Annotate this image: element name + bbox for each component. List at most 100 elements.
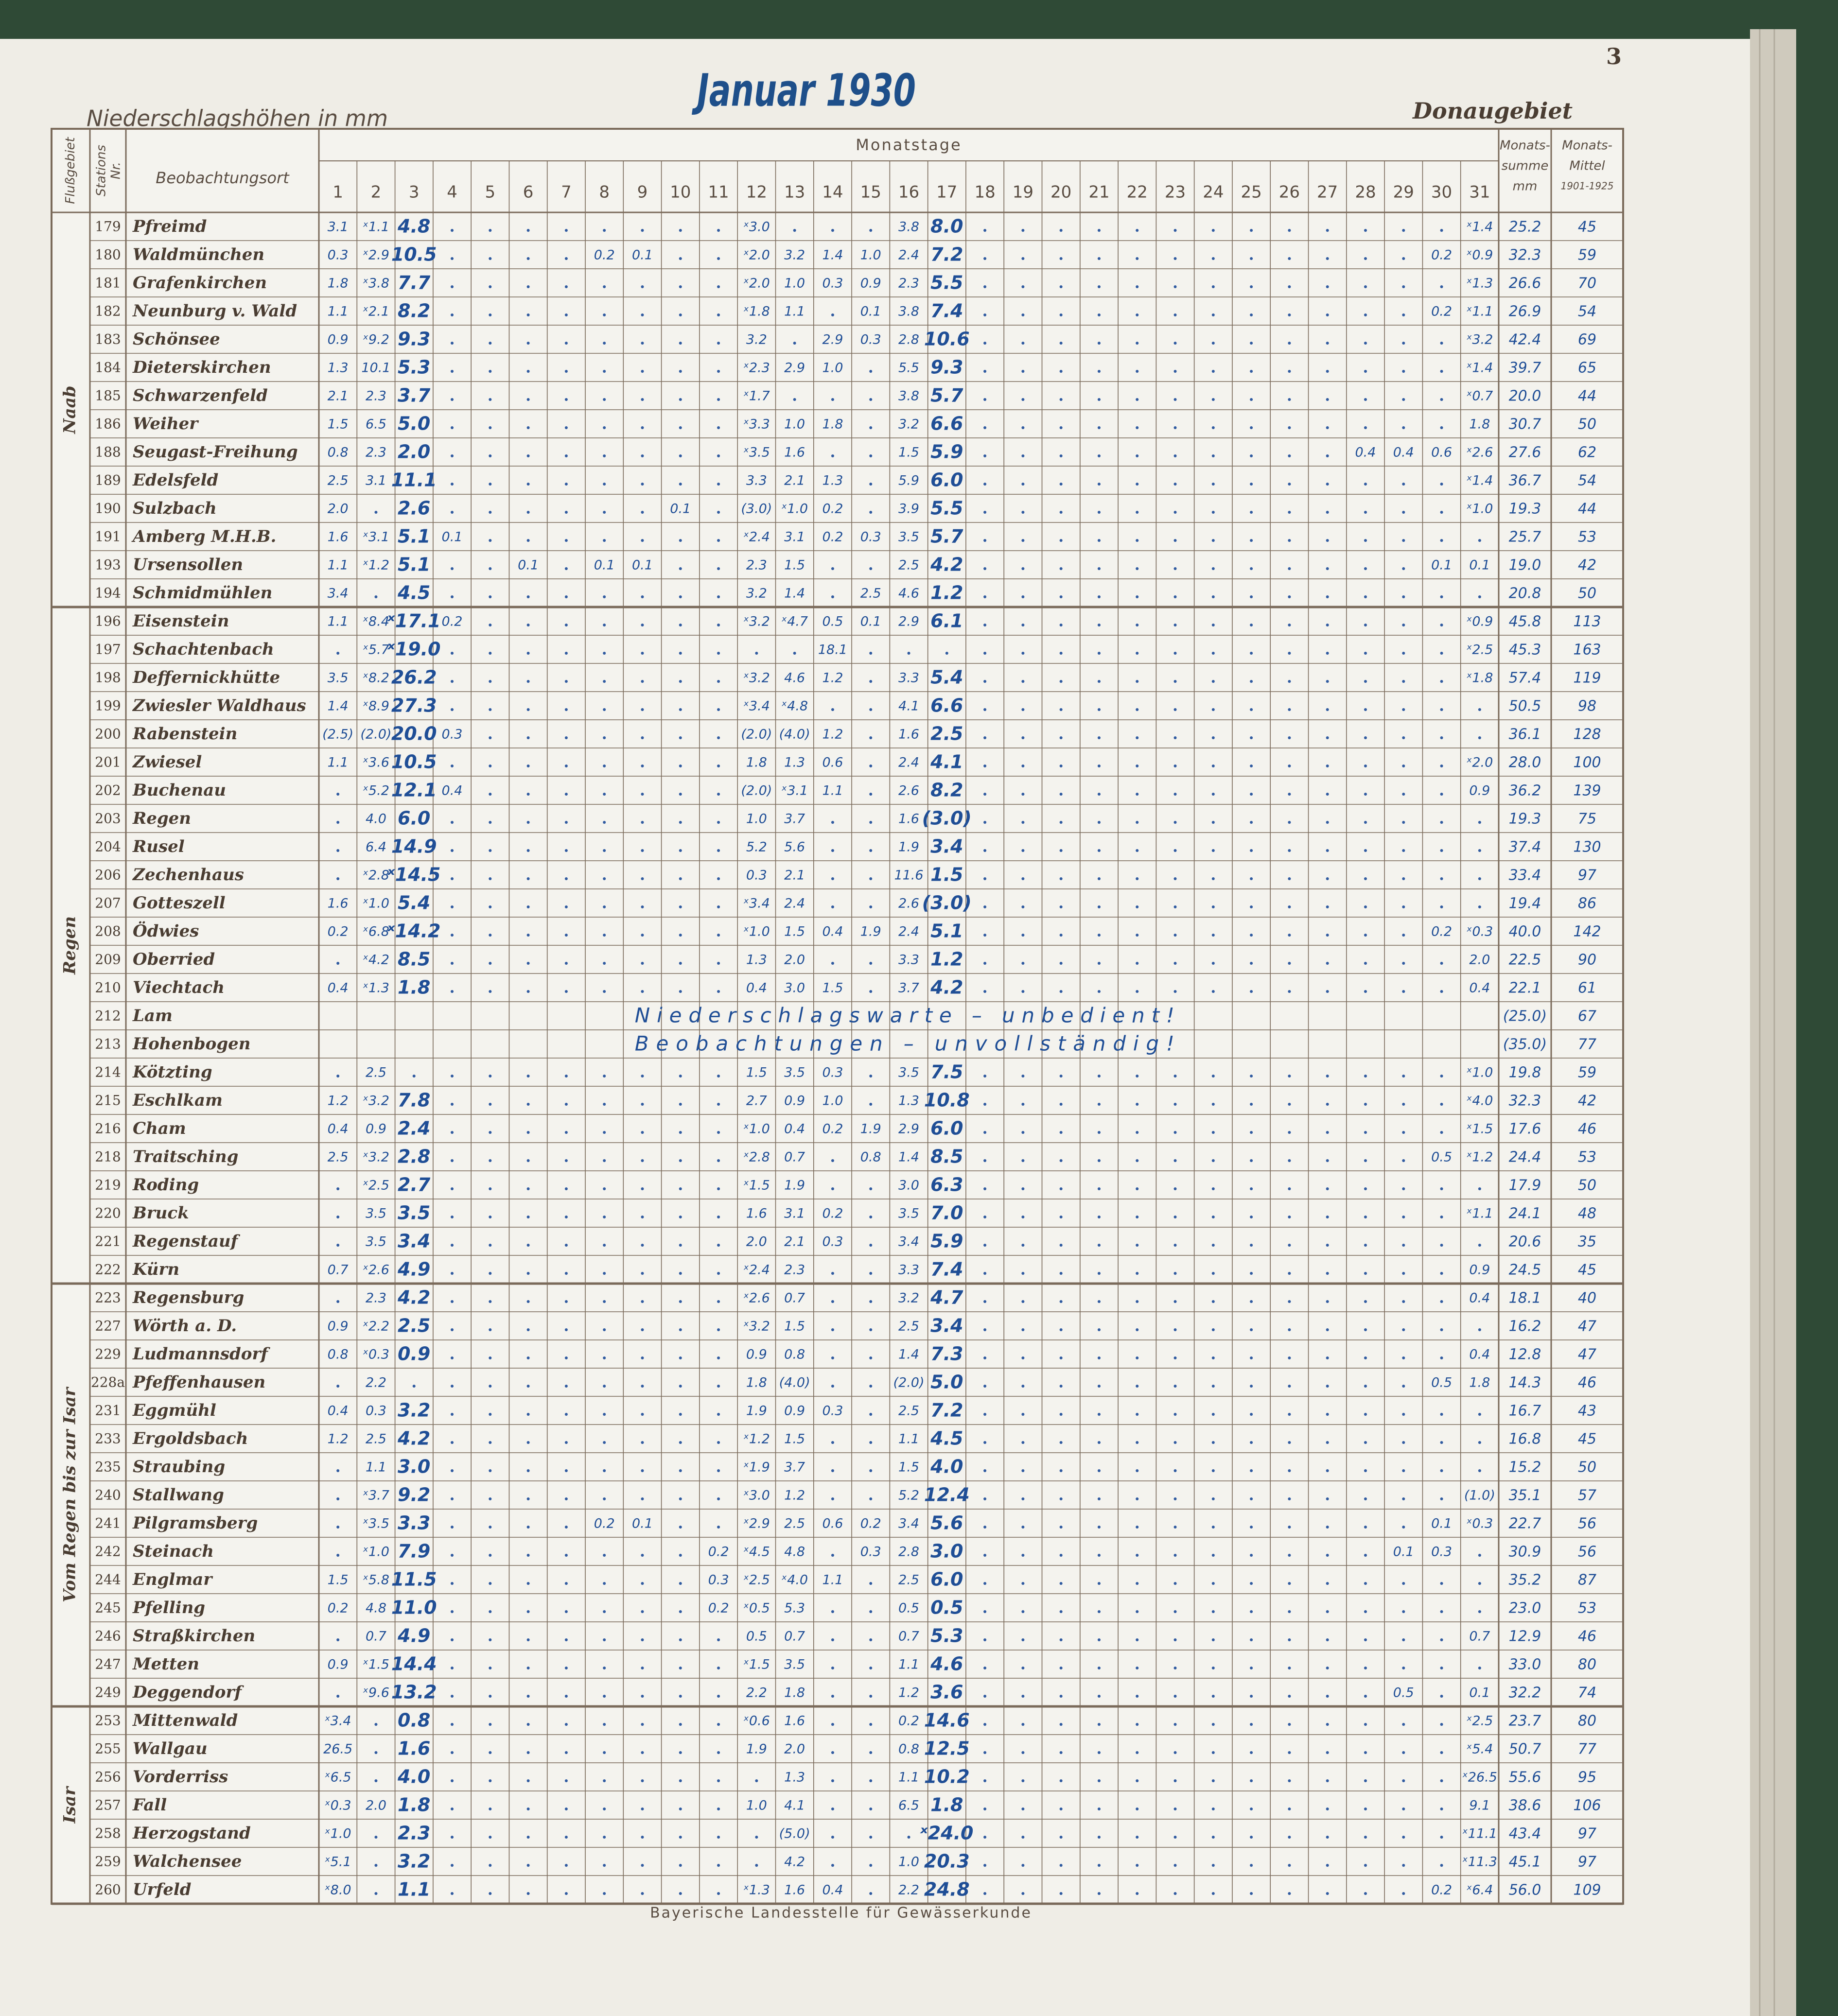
page-stack: [1750, 29, 1796, 2016]
daily-precipitation: ˣ1.2: [1466, 1150, 1493, 1165]
no-precipitation-dot: [641, 1413, 644, 1416]
station-no: 219: [95, 1177, 121, 1193]
station-no: 213: [95, 1036, 121, 1052]
no-precipitation-dot: [1059, 285, 1063, 288]
no-precipitation-dot: [1440, 483, 1443, 486]
daily-precipitation: 20.0: [391, 723, 437, 745]
daily-precipitation: 1.3: [822, 473, 843, 488]
no-precipitation-dot: [1326, 849, 1329, 852]
no-precipitation-dot: [603, 1892, 606, 1895]
daily-precipitation: 0.3: [822, 1404, 843, 1419]
no-precipitation-dot: [451, 1554, 454, 1557]
no-precipitation-dot: [1021, 1075, 1025, 1078]
daily-precipitation: 0.9: [328, 1657, 349, 1672]
no-precipitation-dot: [1364, 905, 1367, 908]
no-precipitation-dot: [526, 483, 530, 486]
monthly-sum: 30.7: [1509, 416, 1541, 433]
no-precipitation-dot: [1211, 990, 1215, 993]
no-precipitation-dot: [489, 426, 492, 429]
daily-precipitation: 18.1: [818, 643, 847, 658]
no-precipitation-dot: [983, 1497, 987, 1500]
no-precipitation-dot: [489, 680, 492, 683]
daily-precipitation: 0.4: [1355, 445, 1376, 460]
no-precipitation-dot: [1364, 1751, 1367, 1754]
no-precipitation-dot: [603, 1159, 606, 1162]
no-precipitation-dot: [679, 652, 682, 655]
no-precipitation-dot: [717, 229, 720, 232]
daily-precipitation: 1.9: [746, 1404, 767, 1419]
no-precipitation-dot: [983, 849, 987, 852]
daily-precipitation: ˣ0.7: [1466, 389, 1493, 404]
no-precipitation-dot: [489, 1582, 492, 1585]
no-precipitation-dot: [1326, 539, 1329, 542]
daily-precipitation: 0.2: [860, 1516, 881, 1531]
no-precipitation-dot: [1250, 1582, 1253, 1585]
daily-precipitation: 2.4: [784, 896, 805, 911]
no-precipitation-dot: [1097, 1638, 1101, 1641]
daily-precipitation: 2.8: [898, 332, 919, 348]
no-precipitation-dot: [564, 821, 568, 824]
no-precipitation-dot: [679, 877, 682, 880]
monthly-sum: 25.2: [1509, 219, 1541, 236]
no-precipitation-dot: [526, 1385, 530, 1388]
no-precipitation-dot: [869, 736, 873, 739]
no-precipitation-dot: [983, 539, 987, 542]
monthly-sum: 19.3: [1509, 811, 1541, 828]
no-precipitation-dot: [1211, 821, 1215, 824]
no-precipitation-dot: [1364, 1328, 1367, 1331]
daily-precipitation: 0.9: [1469, 1263, 1490, 1278]
no-precipitation-dot: [1173, 313, 1177, 316]
no-precipitation-dot: [1059, 652, 1063, 655]
no-precipitation-dot: [1136, 1131, 1139, 1134]
no-precipitation-dot: [603, 736, 606, 739]
no-precipitation-dot: [1211, 257, 1215, 260]
daily-precipitation: ˣ2.8: [743, 1150, 770, 1165]
daily-precipitation: 0.2: [328, 924, 349, 939]
no-precipitation-dot: [1402, 1526, 1405, 1529]
no-precipitation-dot: [526, 708, 530, 711]
station-no: 215: [95, 1093, 121, 1109]
no-precipitation-dot: [641, 1216, 644, 1218]
daily-precipitation: 3.5: [898, 530, 919, 545]
daily-precipitation: 1.8: [398, 1794, 430, 1816]
daily-precipitation: 1.6: [784, 445, 805, 460]
no-precipitation-dot: [1136, 398, 1139, 401]
no-precipitation-dot: [1250, 1554, 1253, 1557]
daily-precipitation: 1.8: [398, 977, 430, 998]
daily-precipitation: 7.9: [398, 1541, 430, 1562]
no-precipitation-dot: [641, 1807, 644, 1810]
no-precipitation-dot: [1097, 1441, 1101, 1444]
no-precipitation-dot: [1250, 257, 1253, 260]
monthly-mean: 46: [1578, 1374, 1596, 1391]
no-precipitation-dot: [1364, 1075, 1367, 1078]
daily-precipitation: ˣ3.0: [743, 1488, 770, 1503]
daily-precipitation: 0.4: [822, 924, 843, 939]
no-precipitation-dot: [564, 1836, 568, 1839]
header-day: 1: [333, 183, 343, 202]
no-precipitation-dot: [717, 426, 720, 429]
no-precipitation-dot: [1478, 595, 1481, 598]
no-precipitation-dot: [1288, 652, 1291, 655]
no-precipitation-dot: [1402, 1836, 1405, 1839]
no-precipitation-dot: [1173, 595, 1177, 598]
no-precipitation-dot: [1059, 1413, 1063, 1416]
no-precipitation-dot: [641, 877, 644, 880]
no-precipitation-dot: [1173, 370, 1177, 373]
monthly-sum: 19.8: [1509, 1064, 1541, 1081]
no-precipitation-dot: [1173, 849, 1177, 852]
no-precipitation-dot: [1402, 1723, 1405, 1726]
no-precipitation-dot: [526, 1187, 530, 1190]
daily-precipitation: ˣ1.0: [1466, 1065, 1493, 1080]
no-precipitation-dot: [374, 1836, 378, 1839]
no-precipitation-dot: [1097, 313, 1101, 316]
no-precipitation-dot: [1059, 849, 1063, 852]
daily-precipitation: 3.7: [898, 981, 919, 996]
no-precipitation-dot: [1211, 511, 1215, 514]
daily-precipitation: 3.8: [898, 389, 919, 404]
no-precipitation-dot: [793, 229, 796, 232]
no-precipitation-dot: [1173, 426, 1177, 429]
daily-precipitation: 3.0: [398, 1456, 430, 1477]
no-precipitation-dot: [1288, 708, 1291, 711]
daily-precipitation: 4.0: [930, 1456, 963, 1477]
